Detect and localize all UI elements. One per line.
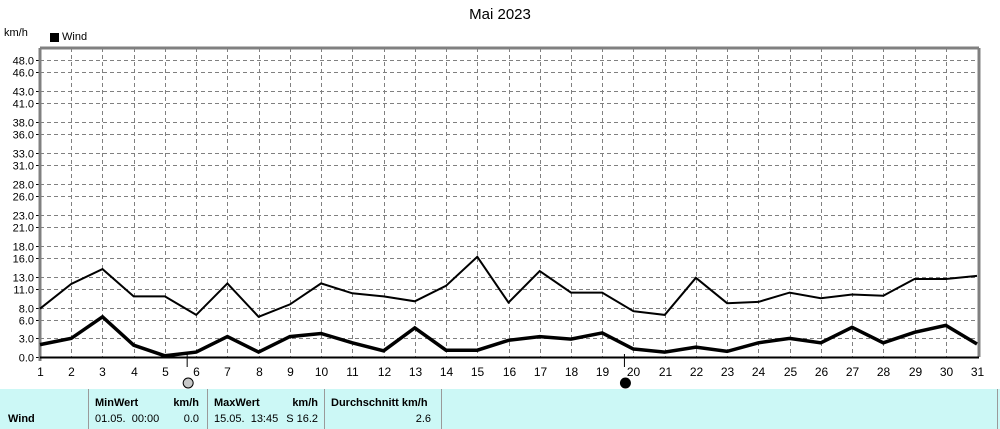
y-tick-label: 36.0 (13, 130, 34, 142)
series-line-0 (39, 255, 978, 318)
y-tick-label: 23.0 (13, 211, 34, 223)
x-tick-label: 11 (346, 365, 359, 379)
right-border (997, 389, 1000, 429)
max-value: S 16.2 (286, 413, 318, 425)
min-value: 0.0 (183, 413, 199, 425)
x-tick-label: 13 (409, 365, 423, 379)
full-moon-icon (182, 377, 194, 389)
x-tick-label: 12 (378, 365, 392, 379)
max-header: MaxWert (214, 397, 260, 409)
y-tick-label: 41.0 (13, 99, 34, 111)
y-tick-label: 3.0 (19, 334, 34, 346)
x-tick-label: 23 (721, 365, 735, 379)
y-tick-label: 16.0 (13, 254, 34, 266)
x-tick-label: 1 (37, 365, 44, 379)
x-tick-label: 14 (440, 365, 454, 379)
y-tick-label: 11.0 (13, 285, 34, 297)
x-tick-label: 26 (815, 365, 829, 379)
x-tick-label: 22 (690, 365, 704, 379)
legend-swatch (50, 32, 59, 42)
min-header: MinWert (95, 397, 139, 409)
y-tick-label: 26.0 (13, 192, 34, 204)
x-tick-label: 17 (534, 365, 548, 379)
x-tick-label: 8 (256, 365, 263, 379)
new-moon-icon (619, 377, 631, 389)
y-tick-label: 13.0 (13, 273, 34, 285)
max-unit: km/h (292, 397, 318, 409)
legend-label: Wind (62, 31, 88, 43)
min-unit: km/h (173, 397, 199, 409)
x-tick-label: 16 (503, 365, 517, 379)
y-tick-label: 21.0 (13, 223, 34, 235)
x-tick-label: 15 (471, 365, 485, 379)
avg-cell: Durchschnitt km/h 2.6 (324, 389, 442, 429)
max-cell: MaxWert km/h 15.05. 13:45 S 16.2 (207, 389, 324, 429)
x-tick-label: 24 (752, 365, 766, 379)
x-tick-label: 3 (99, 365, 106, 379)
wind-chart: 0.0 3.0 6.08.0 11.013.0 16.018.0 21.023.0 26.0… (13, 46, 985, 389)
x-tick-label: 19 (596, 365, 610, 379)
x-tick-label: 6 (193, 365, 200, 379)
avg-value: 2.6 (415, 413, 431, 425)
stats-row-label: Wind (8, 413, 35, 425)
y-tick-label: 0.0 (19, 353, 34, 365)
avg-header: Durchschnitt km/h (331, 397, 428, 409)
y-tick-label: 6.0 (19, 316, 34, 328)
y-tick-label: 33.0 (13, 149, 34, 161)
x-tick-label: 29 (909, 365, 923, 379)
x-tick-label: 5 (162, 365, 169, 379)
x-tick-label: 18 (565, 365, 579, 379)
y-tick-label: 46.0 (13, 68, 34, 80)
legend: Wind (50, 31, 87, 43)
x-tick-label: 7 (224, 365, 231, 379)
x-tick-label: 21 (659, 365, 673, 379)
y-tick-label: 31.0 (13, 161, 34, 173)
y-tick-label: 28.0 (13, 180, 34, 192)
y-tick-label: 43.0 (13, 87, 34, 99)
x-tick-label: 30 (940, 365, 954, 379)
x-tick-label: 28 (877, 365, 891, 379)
y-tick-label: 18.0 (13, 242, 34, 254)
x-tick-label: 10 (315, 365, 329, 379)
x-tick-label: 27 (846, 365, 860, 379)
chart-title: Mai 2023 (469, 6, 531, 23)
stats-table: Wind MinWert km/h 01.05. 00:00 0.0 MaxWe… (0, 389, 1000, 429)
y-tick-label: 38.0 (13, 118, 34, 130)
min-date: 01.05. 00:00 (95, 413, 160, 425)
x-tick-label: 9 (287, 365, 294, 379)
x-tick-label: 20 (627, 365, 641, 379)
y-tick-label: 8.0 (19, 304, 34, 316)
x-tick-label: 31 (971, 365, 985, 379)
min-cell: MinWert km/h 01.05. 00:00 0.0 (88, 389, 207, 429)
y-tick-label: 48.0 (13, 56, 34, 68)
x-tick-label: 25 (784, 365, 798, 379)
x-tick-label: 4 (131, 365, 138, 379)
y-axis-unit: km/h (4, 27, 28, 39)
max-date: 15.05. 13:45 (214, 413, 279, 425)
series-line-1 (39, 314, 978, 358)
x-tick-label: 2 (68, 365, 75, 379)
